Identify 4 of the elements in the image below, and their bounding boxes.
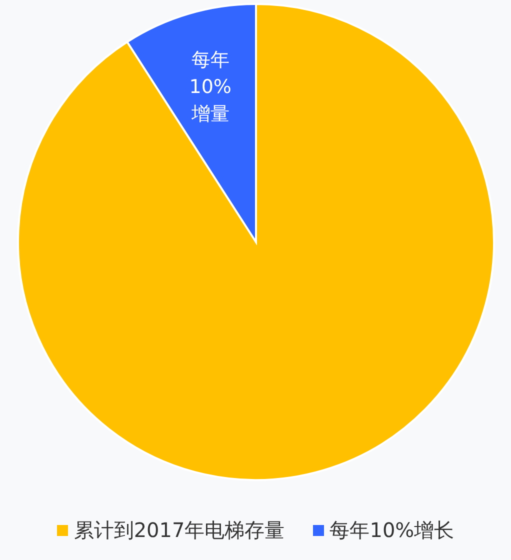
legend-label: 每年10%增长 xyxy=(330,517,454,544)
text: 每年10%增量 xyxy=(188,48,232,127)
pie-slice xyxy=(17,3,495,481)
slice-label: 累计到2017年电梯存量 xyxy=(74,517,285,544)
